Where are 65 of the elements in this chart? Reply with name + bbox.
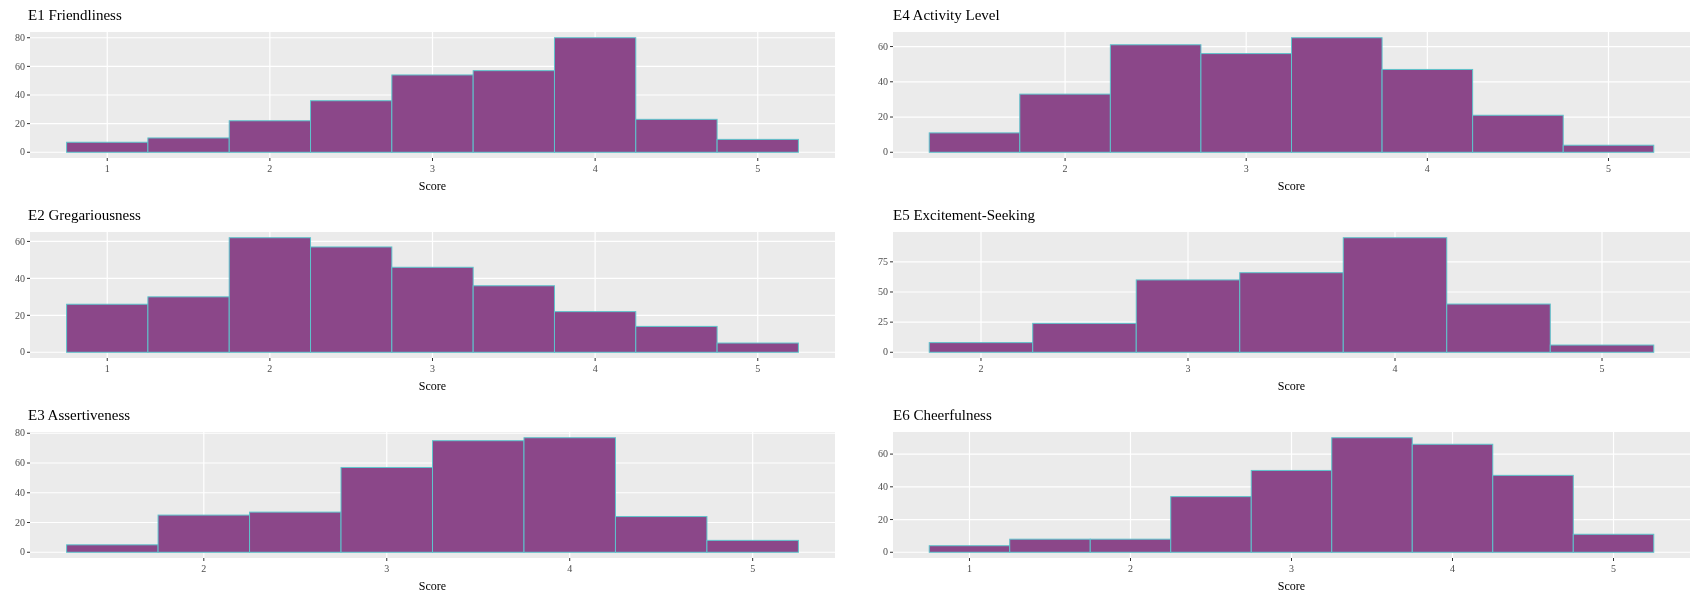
x-tick-label: 2 — [267, 363, 273, 374]
x-tick-label: 5 — [1599, 363, 1605, 374]
y-tick-label: 0 — [20, 546, 25, 558]
x-tick-label: 5 — [755, 363, 761, 374]
chart-title: E1 Friendliness — [28, 7, 122, 23]
y-tick-label: 60 — [15, 235, 25, 247]
chart-title: E2 Gregariousness — [28, 207, 142, 223]
y-tick-label: 0 — [883, 546, 888, 558]
x-tick-label: 2 — [1127, 563, 1133, 574]
chart-title: E4 Activity Level — [893, 7, 1000, 23]
y-tick-label: 80 — [15, 427, 25, 439]
y-tick-label: 60 — [878, 448, 888, 460]
x-tick-label: 5 — [1605, 163, 1611, 174]
x-tick-label: 3 — [1185, 363, 1191, 374]
y-tick-label: 60 — [15, 60, 25, 72]
y-tick-label: 20 — [878, 111, 888, 123]
x-tick-label: 3 — [1243, 163, 1249, 174]
x-tick-label: 3 — [430, 163, 435, 174]
y-tick-label: 75 — [878, 256, 888, 268]
x-tick-label: 3 — [430, 363, 435, 374]
x-tick-label: 5 — [755, 163, 761, 174]
x-axis-title: Score — [418, 579, 447, 593]
x-tick-label: 5 — [750, 563, 756, 574]
x-axis-title: Score — [1277, 179, 1306, 193]
y-tick-label: 20 — [15, 309, 25, 321]
y-tick-label: 20 — [15, 117, 25, 129]
y-tick-label: 0 — [20, 346, 25, 358]
x-tick-label: 3 — [1289, 563, 1294, 574]
x-tick-label: 5 — [1611, 563, 1617, 574]
y-tick-label: 40 — [15, 486, 25, 498]
x-tick-label: 4 — [567, 563, 573, 574]
x-axis-title: Score — [418, 179, 447, 193]
x-tick-label: 2 — [201, 563, 207, 574]
x-tick-label: 3 — [384, 563, 390, 574]
y-tick-label: 0 — [883, 146, 888, 158]
x-axis-title: Score — [418, 379, 447, 393]
x-axis-title: Score — [1277, 379, 1306, 393]
y-tick-label: 40 — [15, 89, 25, 101]
y-tick-label: 25 — [878, 316, 888, 328]
x-tick-label: 4 — [1424, 163, 1430, 174]
x-tick-label: 1 — [966, 563, 972, 574]
y-tick-label: 50 — [878, 286, 888, 298]
x-tick-label: 2 — [1062, 163, 1068, 174]
x-tick-label: 1 — [104, 163, 110, 174]
chart-title: E5 Excitement-Seeking — [893, 207, 1036, 223]
y-tick-label: 20 — [878, 513, 888, 525]
y-tick-label: 80 — [15, 31, 25, 43]
x-tick-label: 2 — [978, 363, 984, 374]
chart-title: E6 Cheerfulness — [893, 407, 992, 423]
y-tick-label: 60 — [15, 457, 25, 469]
y-tick-label: 40 — [15, 272, 25, 284]
x-tick-label: 2 — [267, 163, 273, 174]
x-tick-label: 4 — [592, 363, 598, 374]
y-tick-label: 40 — [878, 481, 888, 493]
x-tick-label: 4 — [1392, 363, 1398, 374]
chart-title: E3 Assertiveness — [28, 407, 131, 423]
x-tick-label: 4 — [592, 163, 598, 174]
y-tick-label: 40 — [878, 75, 888, 87]
x-tick-label: 1 — [104, 363, 110, 374]
x-axis-title: Score — [1277, 579, 1306, 593]
y-tick-label: 20 — [15, 516, 25, 528]
y-tick-label: 0 — [20, 146, 25, 158]
y-tick-label: 60 — [878, 40, 888, 52]
y-tick-label: 0 — [883, 346, 888, 358]
x-tick-label: 4 — [1450, 563, 1456, 574]
